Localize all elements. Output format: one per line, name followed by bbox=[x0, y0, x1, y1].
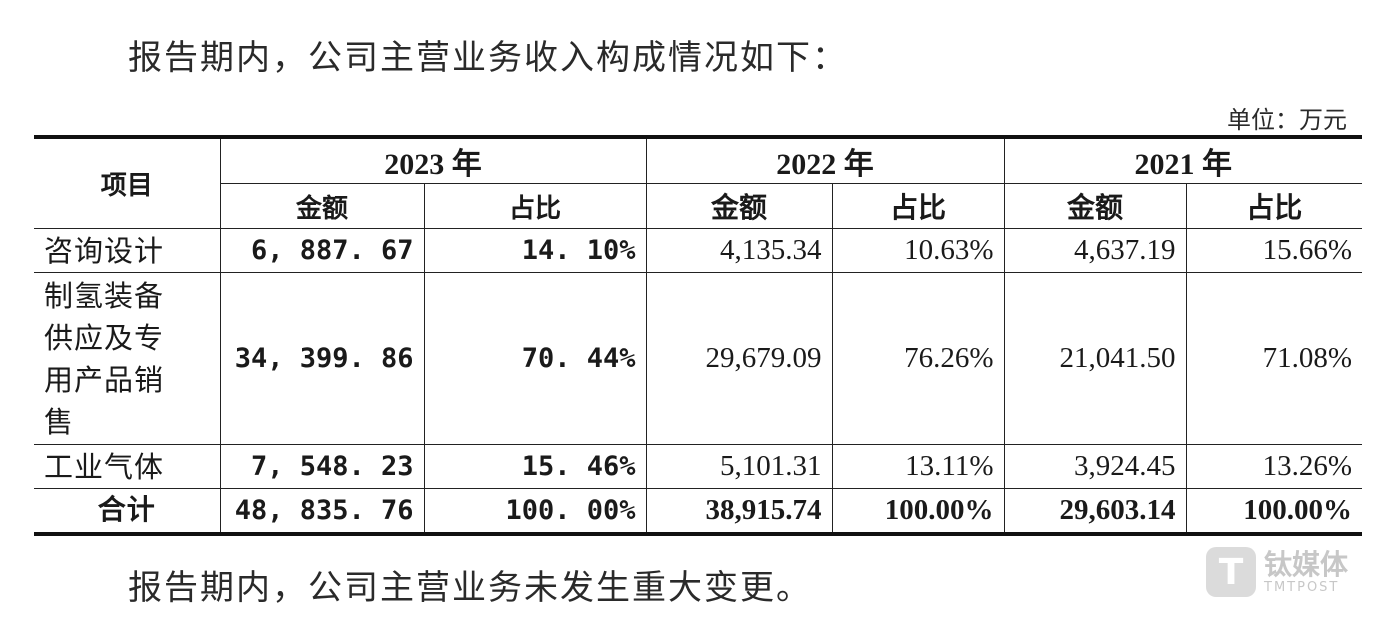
cell-amount-2023: 7, 548. 23 bbox=[219, 444, 425, 489]
header-item: 项目 bbox=[34, 136, 221, 229]
row-label-consulting: 咨询设计 bbox=[34, 228, 221, 273]
row-label-line: 售 bbox=[44, 404, 75, 439]
cell-ratio-2022: 13.11% bbox=[831, 444, 1005, 489]
cell-amount-2021: 21,041.50 bbox=[1003, 272, 1187, 445]
cell-amount-2022: 5,101.31 bbox=[645, 444, 833, 489]
row-label-line: 用产品销 bbox=[44, 362, 165, 397]
cell-amount-2023: 34, 399. 86 bbox=[219, 272, 425, 445]
header-year-2021: 2021 年 bbox=[1003, 136, 1362, 184]
cell-ratio-2022: 100.00% bbox=[831, 488, 1005, 534]
cell-amount-2022: 38,915.74 bbox=[645, 488, 833, 534]
cell-amount-2021: 4,637.19 bbox=[1003, 228, 1187, 273]
table-row: 制氢装备 供应及专 用产品销 售 34, 399. 86 70. 44% 29,… bbox=[34, 272, 1362, 445]
cell-ratio-2021: 100.00% bbox=[1185, 488, 1362, 534]
unit-label: 单位：万元 bbox=[1227, 106, 1347, 134]
tmtpost-watermark: T 钛媒体 TMTPOST bbox=[1206, 547, 1348, 597]
header-year-2023: 2023 年 bbox=[219, 136, 647, 184]
header-ratio-2023: 占比 bbox=[423, 183, 647, 229]
cell-ratio-2021: 15.66% bbox=[1185, 228, 1362, 273]
cell-ratio-2023: 70. 44% bbox=[423, 272, 647, 445]
table-row: 工业气体 7, 548. 23 15. 46% 5,101.31 13.11% … bbox=[34, 444, 1362, 489]
watermark-english: TMTPOST bbox=[1264, 579, 1340, 595]
outro-paragraph: 报告期内，公司主营业务未发生重大变更。 bbox=[128, 568, 812, 608]
cell-amount-2021: 29,603.14 bbox=[1003, 488, 1187, 534]
header-year-2022: 2022 年 bbox=[645, 136, 1005, 184]
row-label-total: 合计 bbox=[34, 488, 221, 534]
table-total-row: 合计 48, 835. 76 100. 00% 38,915.74 100.00… bbox=[34, 488, 1362, 534]
cell-ratio-2023: 100. 00% bbox=[423, 488, 647, 534]
revenue-composition-table: 项目 2023 年 2022 年 2021 年 金额 占比 金额 占比 金额 占… bbox=[34, 135, 1362, 536]
cell-ratio-2022: 10.63% bbox=[831, 228, 1005, 273]
tmtpost-logo-icon: T bbox=[1206, 547, 1256, 597]
header-ratio-2022: 占比 bbox=[831, 183, 1005, 229]
header-amount-2022: 金额 bbox=[645, 183, 833, 229]
cell-ratio-2022: 76.26% bbox=[831, 272, 1005, 445]
cell-ratio-2023: 14. 10% bbox=[423, 228, 647, 273]
row-label-line: 制氢装备 bbox=[44, 278, 165, 313]
watermark-text: 钛媒体 TMTPOST bbox=[1264, 547, 1349, 595]
header-amount-2023: 金额 bbox=[220, 183, 425, 229]
cell-amount-2023: 48, 835. 76 bbox=[219, 488, 425, 534]
cell-ratio-2023: 15. 46% bbox=[423, 444, 647, 489]
watermark-name: 钛媒体 bbox=[1264, 547, 1349, 581]
row-label-hydrogen-equipment: 制氢装备 供应及专 用产品销 售 bbox=[34, 272, 221, 445]
cell-amount-2022: 4,135.34 bbox=[645, 228, 833, 273]
table-header-row-sub: 金额 占比 金额 占比 金额 占比 bbox=[34, 183, 1362, 229]
table-header-row-years: 项目 2023 年 2022 年 2021 年 bbox=[34, 136, 1362, 229]
row-label-industrial-gas: 工业气体 bbox=[34, 444, 221, 489]
cell-ratio-2021: 13.26% bbox=[1185, 444, 1362, 489]
row-label-line: 供应及专 bbox=[44, 320, 165, 355]
header-amount-2021: 金额 bbox=[1003, 183, 1187, 229]
header-ratio-2021: 占比 bbox=[1185, 183, 1362, 229]
table-row: 咨询设计 6, 887. 67 14. 10% 4,135.34 10.63% … bbox=[34, 228, 1362, 273]
cell-amount-2021: 3,924.45 bbox=[1003, 444, 1187, 489]
cell-amount-2023: 6, 887. 67 bbox=[219, 228, 425, 273]
cell-ratio-2021: 71.08% bbox=[1185, 272, 1362, 445]
intro-paragraph: 报告期内，公司主营业务收入构成情况如下： bbox=[128, 38, 848, 78]
cell-amount-2022: 29,679.09 bbox=[645, 272, 833, 445]
